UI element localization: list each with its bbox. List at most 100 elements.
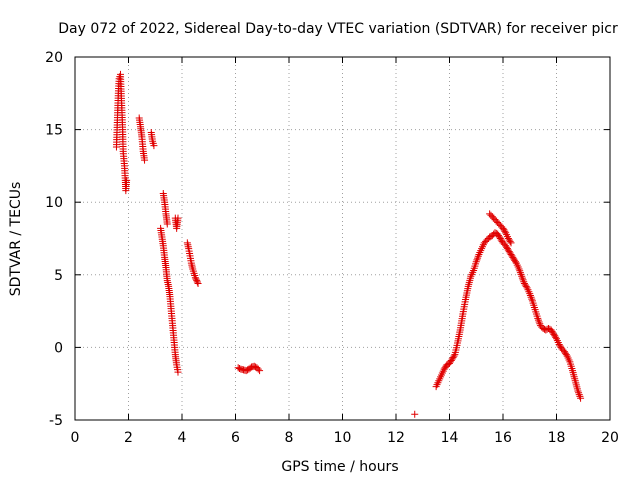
axis-ticks [74,56,611,421]
data-point-marker [576,392,584,400]
data-point-marker [577,394,585,402]
data-point-marker [510,255,518,263]
x-tick-label: 16 [494,430,512,446]
data-point-marker [550,330,558,338]
data-point-marker [497,236,505,244]
data-point-marker [556,342,564,350]
data-point-marker [528,295,536,303]
data-point-marker [552,333,560,341]
data-point-marker [163,220,171,228]
data-point-marker [123,176,131,184]
data-point-marker [448,355,456,363]
data-point-marker [449,354,457,362]
data-point-marker [507,250,515,258]
x-tick-label: 20 [601,430,619,446]
data-point-marker [474,252,482,260]
data-point-marker [526,290,534,298]
data-point-marker [555,340,563,348]
data-point-marker [574,387,582,395]
data-point-marker [450,352,458,360]
data-point-marker [551,332,559,340]
data-point-marker [562,351,570,359]
data-point-marker [496,235,504,242]
data-point-marker [441,364,449,372]
data-point-marker [193,278,201,286]
x-tick-label: 2 [124,430,133,446]
data-point-marker [505,236,513,244]
data-point-marker [174,368,182,376]
data-point-marker [256,367,264,375]
x-tick-label: 12 [387,430,405,446]
data-point-marker [518,274,526,282]
y-tick-label: 0 [54,340,63,356]
data-point-marker [509,253,517,261]
data-point-marker [474,254,482,262]
data-point-marker [522,282,530,290]
y-tick-label: 15 [45,123,63,139]
data-point-marker [520,280,528,288]
grid [75,57,610,420]
data-point-marker [534,314,542,322]
data-point-marker [194,280,202,288]
data-point-marker [506,237,514,245]
data-point-marker [446,359,453,367]
x-tick-label: 0 [71,430,80,446]
data-point-marker [193,277,201,285]
data-point-marker [516,267,524,275]
data-point-marker [503,245,511,253]
data-point-marker [506,249,514,257]
y-tick-label: 20 [45,50,63,66]
data-point-marker [520,278,528,286]
data-point-marker [575,391,583,399]
data-point-marker [254,365,262,373]
data-point-marker [411,410,419,418]
data-point-marker [561,349,569,357]
data-point-marker [499,224,507,232]
data-point-marker [447,356,455,364]
data-marks [112,70,585,418]
data-point-marker [561,348,569,356]
data-point-marker [472,258,480,266]
data-point-marker [507,239,515,247]
data-point-marker [549,329,557,337]
data-point-marker [504,246,512,254]
data-point-marker [534,316,542,324]
x-tick-label: 14 [441,430,459,446]
y-tick-label: -5 [49,413,63,429]
data-point-marker [548,327,556,335]
data-point-marker [495,233,503,241]
data-point-marker [511,256,519,264]
y-tick-label: 5 [54,268,63,284]
data-point-marker [519,276,527,284]
data-point-marker [511,258,519,266]
x-tick-label: 10 [334,430,352,446]
data-point-marker [150,142,158,150]
data-point-marker [527,293,535,301]
data-point-marker [141,156,149,164]
data-point-marker [495,232,503,240]
x-axis-label: GPS time / hours [281,459,398,475]
data-point-marker [500,226,508,234]
data-point-marker [515,265,523,273]
data-point-marker [505,248,513,256]
data-point-marker [547,326,555,334]
data-point-marker [191,274,199,282]
tick-labels: 0 2 4 6 8 10 12 14 16 18 20 -5 0 5 10 15 20 [45,50,619,446]
y-axis-label: SDTVAR / TECUs [8,182,24,297]
x-tick-label: 8 [285,430,294,446]
data-point-marker [575,389,583,397]
data-point-marker [517,270,525,278]
data-point-marker [516,269,524,277]
data-point-marker [501,227,509,235]
data-point-marker [508,252,516,260]
data-point-marker [494,230,502,238]
data-point-marker [473,256,481,264]
y-tick-label: 10 [45,195,63,211]
data-point-marker [174,214,182,222]
data-point-marker [526,291,534,299]
data-point-marker [504,235,512,242]
data-point-marker [502,242,510,250]
data-point-marker [535,318,543,326]
